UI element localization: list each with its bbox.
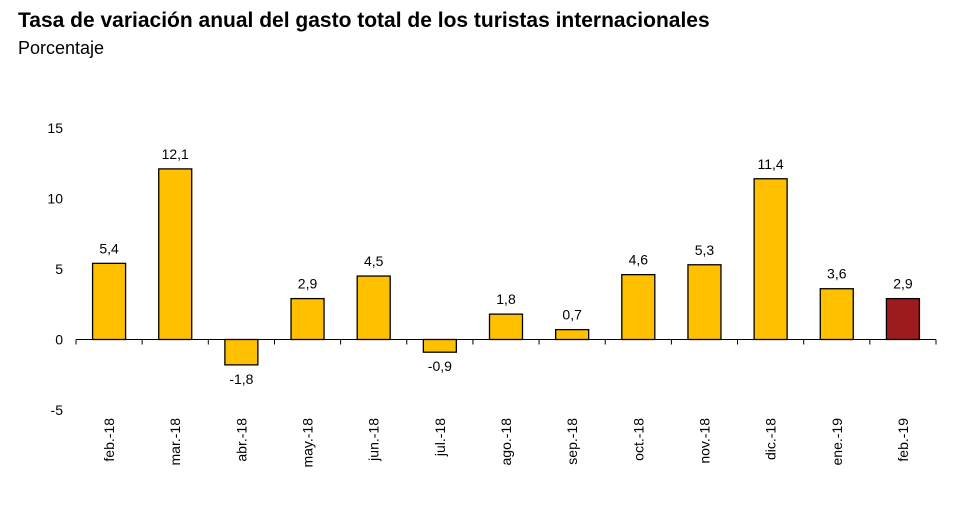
x-tick-label: ago.-18 [498, 418, 514, 466]
x-tick-label: nov.-18 [696, 418, 712, 464]
bar-ago-18 [488, 313, 524, 341]
y-axis-ticks: 15 10 5 0 -5 [47, 120, 63, 418]
value-label: 0,7 [562, 307, 582, 323]
x-axis-ticks [75, 339, 937, 345]
value-label: -1,8 [229, 371, 253, 387]
bar-feb-19 [885, 297, 921, 341]
value-label: 11,4 [758, 156, 784, 172]
value-label: 1,8 [496, 291, 516, 307]
value-labels: 5,4 12,1 -1,8 2,9 4,5 -0,9 1,8 0,7 4,6 5,3 11,4 3,6… [99, 146, 913, 387]
bar-dic-18 [753, 178, 788, 341]
x-tick-label: sep.-18 [564, 418, 580, 465]
x-tick-label: mar.-18 [167, 418, 183, 466]
bars [91, 168, 921, 366]
value-label: 5,3 [695, 242, 715, 258]
bar-mar-18 [158, 168, 193, 341]
bar-nov-18 [687, 264, 722, 341]
bar-jun-18 [356, 275, 391, 341]
x-tick-label: jul.-18 [432, 418, 448, 457]
value-label: 3,6 [827, 266, 847, 282]
x-tick-label: feb.-18 [101, 418, 117, 462]
value-label: 4,5 [364, 253, 384, 269]
y-tick-label: 10 [47, 191, 63, 207]
x-tick-label: may.-18 [300, 418, 316, 468]
chart-subtitle: Porcentaje [18, 38, 105, 58]
x-tick-label: oct.-18 [630, 418, 646, 461]
bar-may-18 [290, 297, 325, 341]
value-label: 12,1 [162, 146, 189, 162]
y-tick-label: 5 [55, 261, 63, 277]
bar-abr-18 [224, 338, 259, 366]
bar-jul-18 [422, 338, 457, 353]
value-label: 4,6 [629, 252, 649, 268]
value-label: -0,9 [428, 358, 452, 374]
y-tick-label: 15 [47, 120, 63, 136]
value-label: 2,9 [893, 276, 913, 292]
x-tick-label: dic.-18 [763, 418, 779, 460]
bar-sep-18 [555, 328, 590, 341]
bar-oct-18 [621, 273, 656, 341]
x-tick-label: jun.-18 [366, 418, 382, 462]
x-tick-label: ene.-19 [829, 418, 845, 466]
y-tick-label: -5 [51, 402, 64, 418]
bar-feb-18 [91, 262, 127, 341]
value-label: 5,4 [99, 240, 119, 256]
value-label: 2,9 [298, 276, 318, 292]
bar-ene-19 [819, 288, 854, 341]
x-tick-label: feb.-19 [895, 418, 911, 462]
x-axis-labels: feb.-18 mar.-18 abr.-18 may.-18 jun.-18 jul.-… [101, 418, 911, 468]
y-tick-label: 0 [55, 332, 63, 348]
x-tick-label: abr.-18 [233, 418, 249, 462]
chart-title: Tasa de variación anual del gasto total … [18, 9, 710, 32]
